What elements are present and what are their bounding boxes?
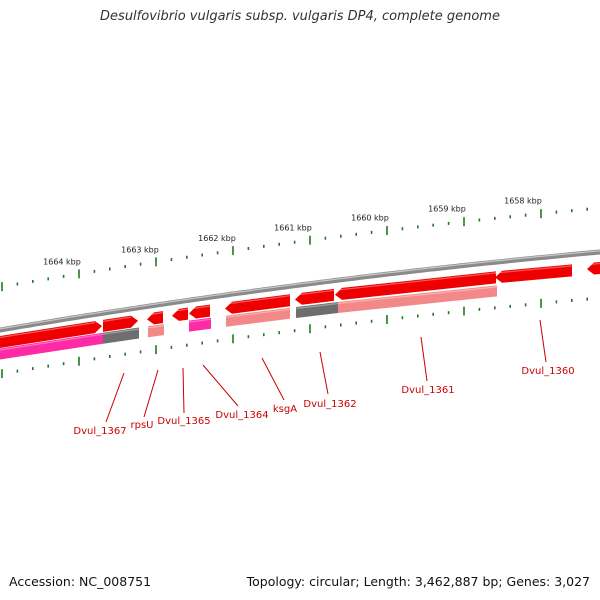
forward-gene [225, 294, 290, 314]
reverse-gene [338, 285, 497, 313]
leader-line [539, 319, 547, 363]
gene-label: Dvul_1367 [73, 426, 126, 437]
forward-gene [0, 321, 102, 349]
kbp-label: 1659 kbp [428, 205, 466, 214]
gene-labels: Dvul_1367 rpsU Dvul_1365 Dvul_1364 ksgA Dvul_… [73, 366, 574, 437]
reverse-gene [189, 317, 211, 332]
reverse-gene [296, 302, 338, 318]
gene-features [0, 262, 600, 360]
leader-line [105, 372, 125, 423]
topology-text: Topology: circular; Length: 3,462,887 bp… [246, 574, 590, 589]
accession-text: Accession: NC_008751 [9, 574, 152, 589]
map-title: Desulfovibrio vulgaris subsp. vulgaris D… [100, 9, 500, 24]
forward-gene [189, 304, 210, 319]
reverse-gene [226, 307, 290, 327]
reverse-gene-shine [0, 333, 104, 351]
forward-gene-shine [171, 308, 189, 312]
forward-gene-shine [224, 295, 291, 305]
inner-tick-ring [1, 297, 589, 379]
gene-label: Dvul_1361 [401, 385, 454, 396]
reverse-gene [103, 327, 139, 344]
kbp-labels: 1664 kbp 1663 kbp 1662 kbp 1661 kbp 1660 kbp… [43, 197, 542, 267]
genome-backbone [0, 249, 600, 333]
forward-gene [295, 288, 334, 305]
forward-gene [495, 264, 572, 283]
reverse-gene-shine [337, 286, 498, 305]
forward-gene [335, 271, 496, 300]
forward-gene [587, 262, 600, 275]
leader-line [143, 369, 159, 418]
forward-gene-shine [294, 289, 335, 296]
leader-line [420, 336, 428, 382]
gene-label: Dvul_1360 [521, 366, 574, 377]
outer-tick-ring [1, 207, 589, 292]
forward-gene-shine [146, 312, 164, 316]
gene-label: Dvul_1362 [303, 399, 356, 410]
gene-label: Dvul_1365 [157, 416, 210, 427]
forward-gene-shine [0, 322, 96, 339]
reverse-gene-shine [225, 308, 291, 318]
forward-gene [147, 311, 163, 325]
kbp-label: 1660 kbp [351, 214, 389, 223]
kbp-label: 1663 kbp [121, 245, 159, 254]
forward-gene-shine [586, 262, 600, 266]
forward-gene-shine [494, 265, 573, 274]
forward-gene-shine [102, 316, 132, 322]
backbone-highlight [0, 250, 600, 330]
reverse-gene-shine [147, 325, 165, 329]
reverse-gene [0, 332, 103, 360]
forward-gene-shine [334, 272, 497, 291]
leader-line [182, 367, 185, 414]
forward-gene-shine [188, 305, 211, 310]
forward-gene [172, 307, 188, 321]
reverse-gene-shine [295, 302, 339, 310]
forward-gene [103, 315, 138, 332]
backbone-line [0, 249, 600, 333]
leader-line [319, 351, 329, 395]
reverse-gene-shine [188, 318, 212, 323]
kbp-label: 1662 kbp [198, 234, 236, 243]
gene-label: Dvul_1364 [215, 410, 268, 421]
kbp-label: 1658 kbp [504, 197, 542, 206]
gene-label: ksgA [273, 404, 297, 415]
gene-label: rpsU [131, 420, 154, 431]
reverse-gene [148, 324, 164, 338]
kbp-label: 1661 kbp [274, 223, 312, 232]
kbp-label: 1664 kbp [43, 258, 81, 267]
reverse-gene-shine [102, 328, 140, 335]
label-leader-lines [105, 319, 547, 423]
leader-line [261, 357, 285, 401]
leader-line [202, 364, 239, 407]
